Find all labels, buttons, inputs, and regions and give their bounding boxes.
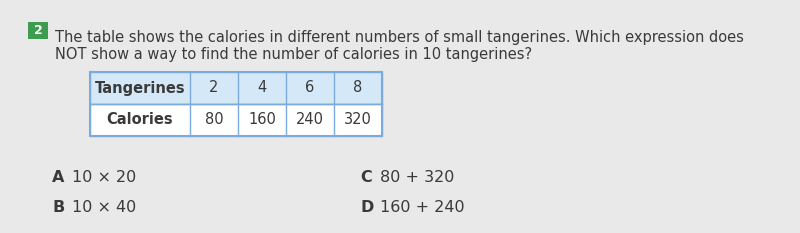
Text: 8: 8 bbox=[354, 80, 362, 96]
Bar bbox=[90, 104, 382, 136]
Text: Calories: Calories bbox=[106, 113, 174, 127]
Text: 80: 80 bbox=[205, 113, 223, 127]
Text: 2: 2 bbox=[210, 80, 218, 96]
Text: The table shows the calories in different numbers of small tangerines. Which exp: The table shows the calories in differen… bbox=[55, 30, 744, 45]
Text: 4: 4 bbox=[258, 80, 266, 96]
Text: C: C bbox=[360, 170, 372, 185]
Text: D: D bbox=[360, 200, 374, 215]
Text: Tangerines: Tangerines bbox=[94, 80, 186, 96]
Text: 10 × 20: 10 × 20 bbox=[72, 170, 136, 185]
Text: 10 × 40: 10 × 40 bbox=[72, 200, 136, 215]
Bar bbox=[28, 22, 48, 39]
Text: 160: 160 bbox=[248, 113, 276, 127]
Text: NOT show a way to find the number of calories in 10 tangerines?: NOT show a way to find the number of cal… bbox=[55, 47, 532, 62]
Text: 160 + 240: 160 + 240 bbox=[380, 200, 465, 215]
Text: 6: 6 bbox=[306, 80, 314, 96]
Bar bbox=[90, 72, 382, 104]
Text: 80 + 320: 80 + 320 bbox=[380, 170, 454, 185]
Text: 240: 240 bbox=[296, 113, 324, 127]
Text: B: B bbox=[52, 200, 64, 215]
Bar bbox=[90, 72, 382, 136]
Text: 2: 2 bbox=[34, 24, 42, 37]
Text: A: A bbox=[52, 170, 64, 185]
Text: 320: 320 bbox=[344, 113, 372, 127]
